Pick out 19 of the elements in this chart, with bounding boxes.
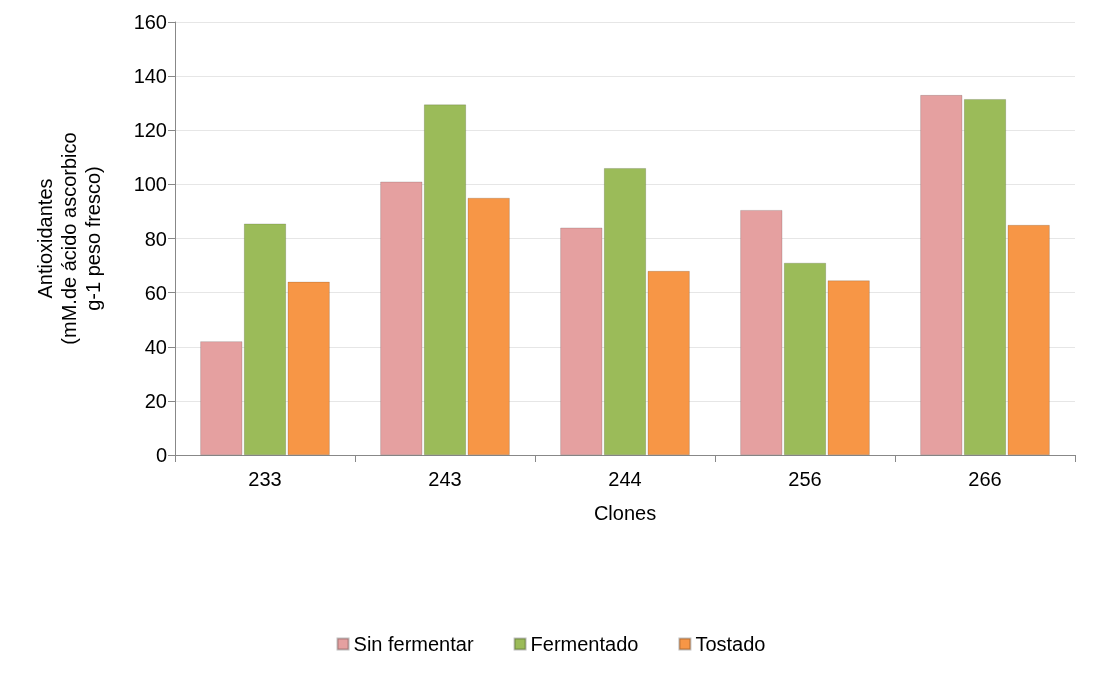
legend-label: Fermentado <box>530 633 639 655</box>
y-tick-label: 160 <box>133 11 167 33</box>
y-tick-label: 100 <box>133 173 167 196</box>
x-tick-label: 233 <box>248 468 282 490</box>
x-axis-title: Clones <box>593 502 657 524</box>
y-tick-label: 20 <box>144 389 167 412</box>
y-tick-label: 140 <box>133 65 167 88</box>
y-tick-label: 0 <box>155 444 167 466</box>
legend-label: Sin fermentar <box>353 633 474 655</box>
y-tick-label: 80 <box>144 227 167 250</box>
legend-label: Tostado <box>695 633 766 655</box>
y-tick-label: 60 <box>144 281 167 304</box>
y-tick-label: 120 <box>133 119 167 142</box>
x-tick-label: 244 <box>608 468 642 490</box>
x-tick-label: 256 <box>788 468 822 490</box>
y-tick-label: 40 <box>144 335 167 358</box>
x-tick-label: 243 <box>428 468 462 490</box>
x-tick-label: 266 <box>968 468 1002 490</box>
y-axis-title: Antioxidantes (mM.de ácido ascorbico g-1 peso fresco) <box>34 132 104 345</box>
